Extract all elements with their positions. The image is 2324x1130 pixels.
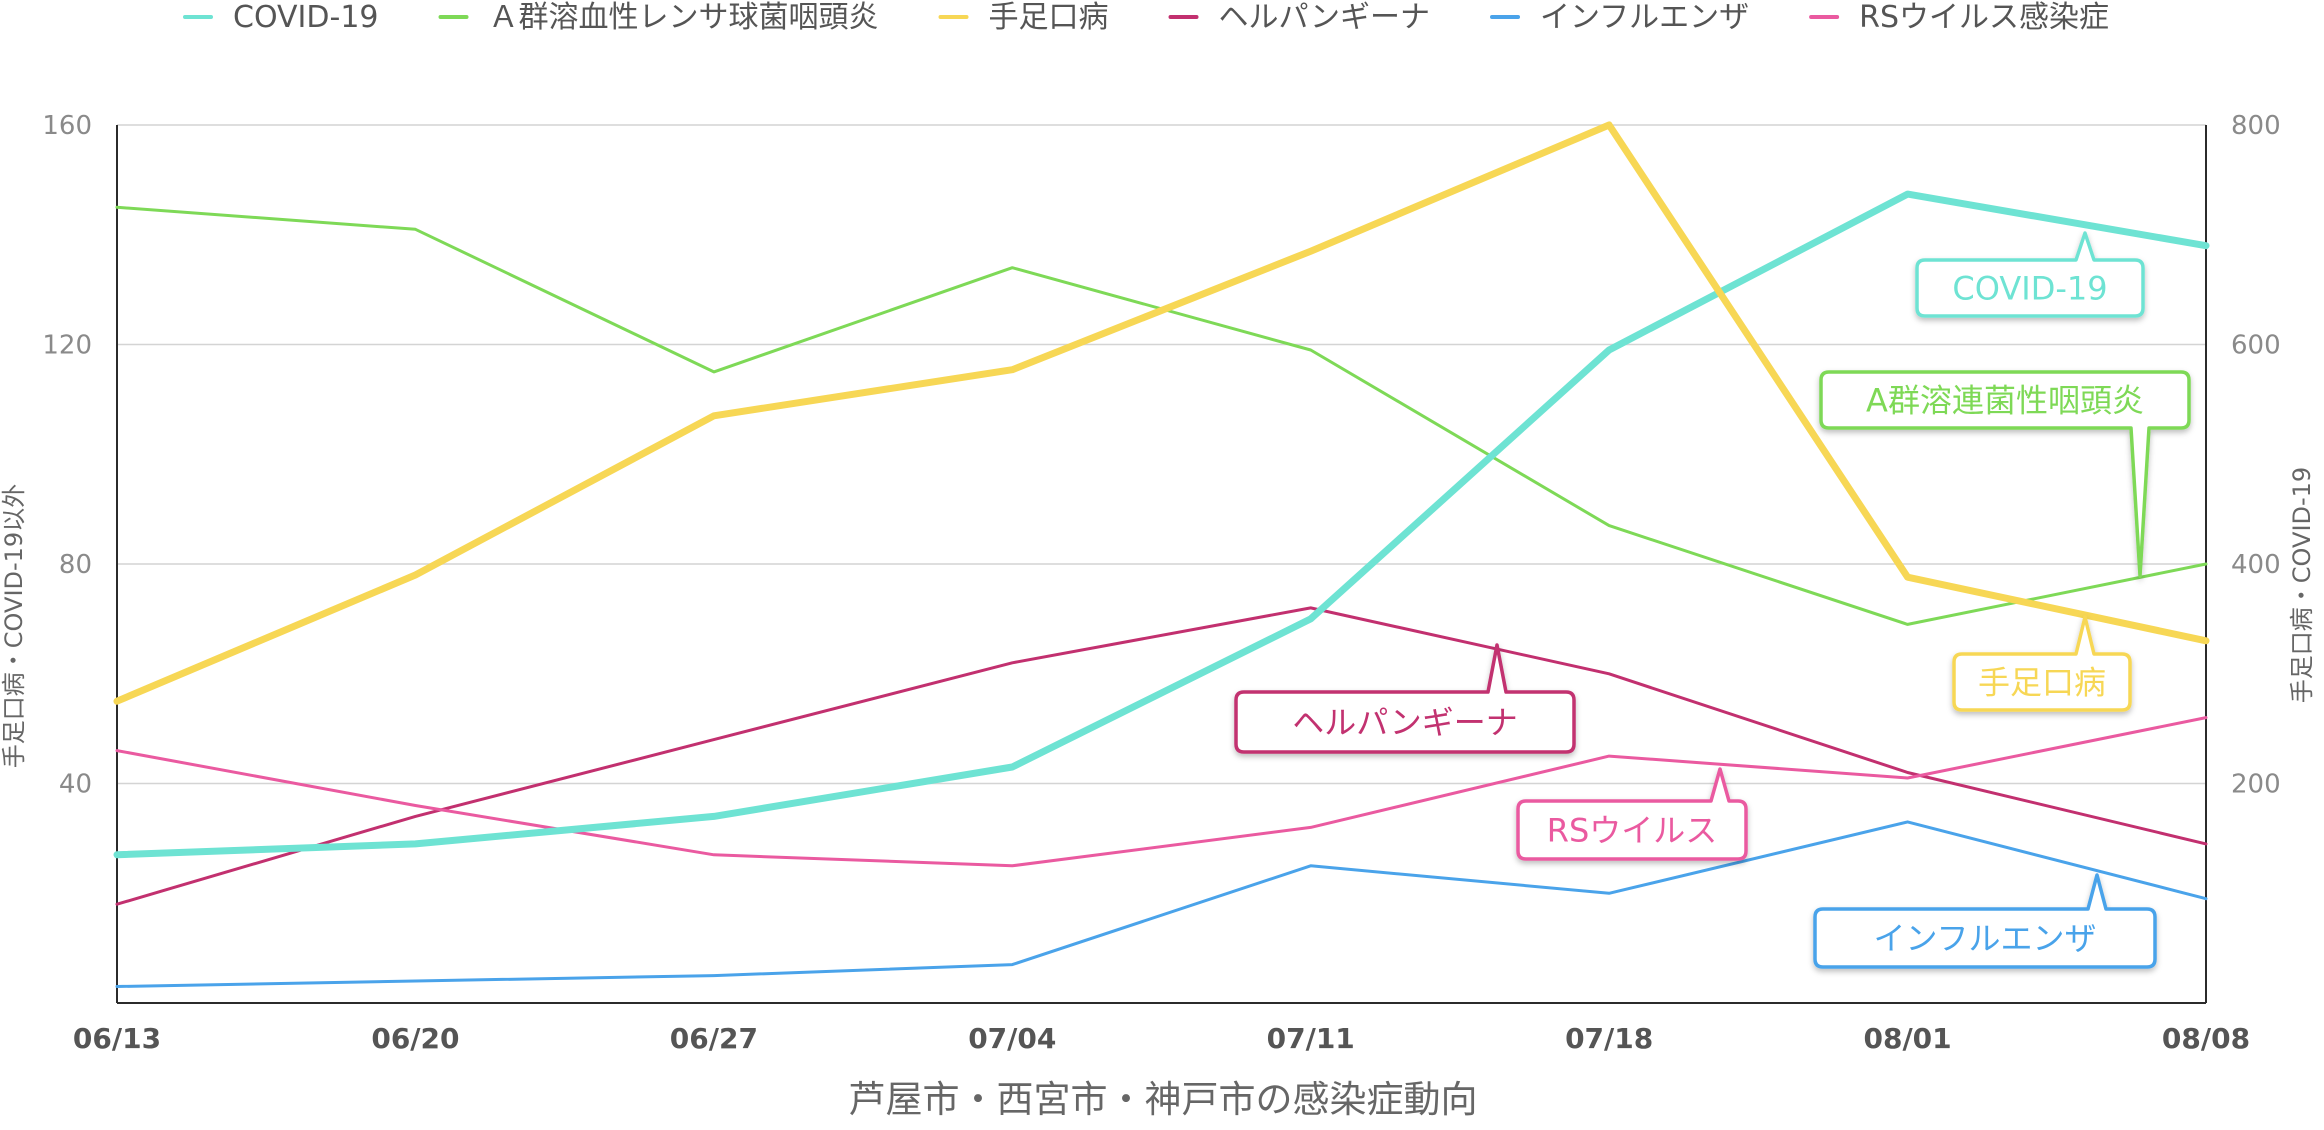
callout-label: A群溶連菌性咽頭炎 — [1866, 382, 2144, 420]
callout-box — [1915, 231, 2145, 318]
series-line-2 — [113, 121, 2210, 705]
y-tick-label-left: 80 — [59, 550, 92, 580]
legend-label: インフルエンザ — [1540, 0, 1749, 35]
legend-item: Ａ群溶血性レンサ球菌咽頭炎 — [438, 0, 879, 35]
gridlines — [117, 124, 2206, 785]
legend-item: COVID-19 — [183, 0, 379, 35]
x-tick-label: 07/04 — [968, 1022, 1056, 1055]
callout-label: COVID-19 — [1952, 270, 2107, 308]
legend-item: インフルエンザ — [1490, 0, 1749, 35]
x-tick-label: 07/11 — [1267, 1022, 1355, 1055]
series-line-4 — [115, 820, 2208, 988]
y-tick-label-left: 40 — [59, 770, 92, 800]
y-axis-title-right: 手足口病・COVID-19 — [2288, 467, 2316, 703]
callout-2: 手足口病 — [1952, 615, 2132, 712]
callout-5: RSウイルス — [1516, 767, 1748, 861]
legend-label: ヘルパンギーナ — [1219, 0, 1431, 35]
y-tick-label-right: 600 — [2231, 331, 2281, 361]
callout-0: COVID-19 — [1915, 231, 2145, 318]
legend-item: RSウイルス感染症 — [1809, 0, 2109, 35]
x-tick-label: 06/20 — [371, 1022, 459, 1055]
y-tick-label-right: 200 — [2231, 770, 2281, 800]
y-tick-label-left: 120 — [42, 331, 92, 361]
legend: COVID-19 Ａ群溶血性レンサ球菌咽頭炎 手足口病 ヘルパンギーナ インフルエンザ R… — [183, 0, 2109, 35]
x-axis-title: 芦屋市・西宮市・神戸市の感染症動向 — [849, 1078, 1478, 1121]
callout-box — [1952, 615, 2132, 712]
callout-box — [1234, 643, 1576, 754]
series-lines — [113, 121, 2210, 988]
callout-box — [1813, 873, 2157, 969]
series-line-5 — [115, 716, 2208, 868]
series-line-3 — [115, 606, 2208, 906]
callout-label: インフルエンザ — [1873, 920, 2096, 958]
y-axis-title-left: 手足口病・COVID-19以外 — [0, 484, 28, 768]
legend-label: Ａ群溶血性レンサ球菌咽頭炎 — [489, 0, 879, 35]
callout-label: RSウイルス — [1547, 812, 1718, 850]
legend-item: 手足口病 — [938, 0, 1109, 35]
series-line-0 — [113, 190, 2210, 859]
y-tick-label-right: 800 — [2231, 111, 2281, 141]
axes: 40 80 120 160 200 400 600 800 06/13 06/20 06/27 07/… — [42, 111, 2280, 1055]
x-tick-label: 06/13 — [73, 1022, 161, 1055]
callout-4: インフルエンザ — [1813, 873, 2157, 969]
x-tick-label: 06/27 — [670, 1022, 758, 1055]
x-tick-label: 08/01 — [1863, 1022, 1951, 1055]
callout-label: ヘルパンギーナ — [1292, 704, 1518, 742]
y-tick-label-left: 160 — [42, 111, 92, 141]
x-tick-label: 07/18 — [1565, 1022, 1653, 1055]
callout-box — [1516, 767, 1748, 861]
callout-3: ヘルパンギーナ — [1234, 643, 1576, 754]
x-tick-label: 08/08 — [2162, 1022, 2250, 1055]
legend-item: ヘルパンギーナ — [1168, 0, 1431, 35]
callout-box — [1819, 370, 2191, 578]
callout-1: A群溶連菌性咽頭炎 — [1819, 370, 2191, 578]
callout-label: 手足口病 — [1978, 664, 2106, 702]
legend-label: COVID-19 — [233, 0, 379, 35]
legend-label: 手足口病 — [989, 0, 1109, 35]
y-tick-label-right: 400 — [2231, 550, 2281, 580]
legend-label: RSウイルス感染症 — [1859, 0, 2109, 35]
